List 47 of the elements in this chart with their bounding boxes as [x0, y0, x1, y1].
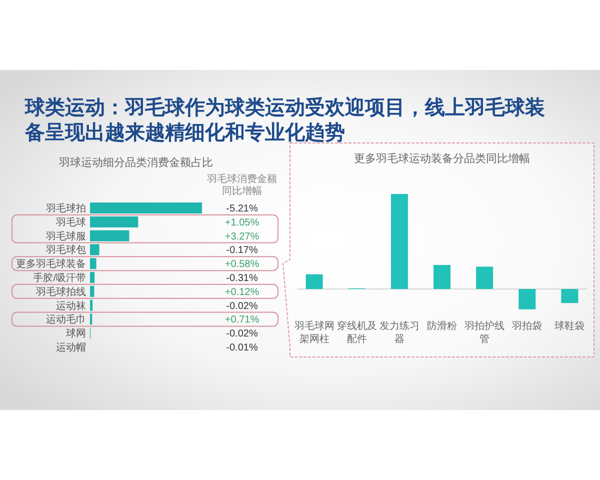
bar [390, 194, 408, 289]
y-tick-label: 运动帽 [56, 342, 86, 354]
text: +0.71% [224, 314, 260, 326]
chart-subtitle: 羽球运动细分品类消费金额占比 [59, 156, 213, 169]
y-tick-label: 羽毛球拍 [46, 202, 86, 214]
text: -0.02% [226, 328, 258, 340]
text: 球类运动：羽毛球作为球类运动受欢迎项目，线上羽毛球装备呈现出越来越精细化和专业化趋势 [24, 96, 545, 144]
text: -0.01% [226, 342, 258, 354]
bar [306, 274, 323, 289]
x-tick-label: 穿线机及配件 [336, 320, 377, 345]
y-tick-label: 羽毛球拍线 [36, 286, 86, 298]
bar [90, 272, 95, 283]
y-tick-label: 更多羽毛球装备 [16, 258, 86, 270]
y-tick-label: 手胶/吸汗带 [33, 272, 86, 284]
text: 羽毛球消费金额同比增幅 [207, 173, 277, 197]
bar [90, 300, 93, 311]
bar [90, 216, 138, 228]
x-tick-label: 防滑粉 [427, 320, 457, 332]
y-tick-label: 球网 [66, 328, 86, 340]
bar [90, 258, 96, 270]
y-tick-label: 羽毛球服 [46, 230, 86, 242]
x-tick-label: 羽拍袋 [512, 320, 542, 332]
bar [561, 289, 578, 304]
x-tick-label: 羽毛球网架网柱 [294, 320, 334, 345]
text: +0.58% [224, 259, 260, 270]
x-tick-label: 球鞋袋 [554, 320, 585, 332]
y-tick-label: 运动袜 [56, 300, 86, 312]
x-tick-label: 发力练习器 [379, 320, 420, 345]
chart-title: 更多羽毛球运动装备分品类同比增幅 [354, 152, 530, 165]
x-tick-label: 羽拍护线管 [464, 320, 505, 345]
text: -5.21% [226, 204, 258, 214]
text: +3.27% [224, 231, 260, 242]
text: +0.12% [224, 286, 260, 298]
bar [434, 264, 450, 289]
bar [476, 266, 494, 289]
y-tick-label: 羽毛球 [56, 216, 86, 228]
text: -0.02% [226, 300, 258, 312]
text: -0.17% [226, 245, 258, 256]
bar [518, 289, 536, 310]
text: +1.05% [224, 217, 260, 228]
y-tick-label: 运动毛巾 [46, 314, 86, 326]
y-tick-label: 羽毛球包 [46, 244, 86, 256]
text: -0.31% [226, 273, 258, 284]
bar [90, 202, 202, 214]
bar [90, 286, 94, 297]
bar [90, 244, 100, 256]
bar [90, 230, 130, 242]
